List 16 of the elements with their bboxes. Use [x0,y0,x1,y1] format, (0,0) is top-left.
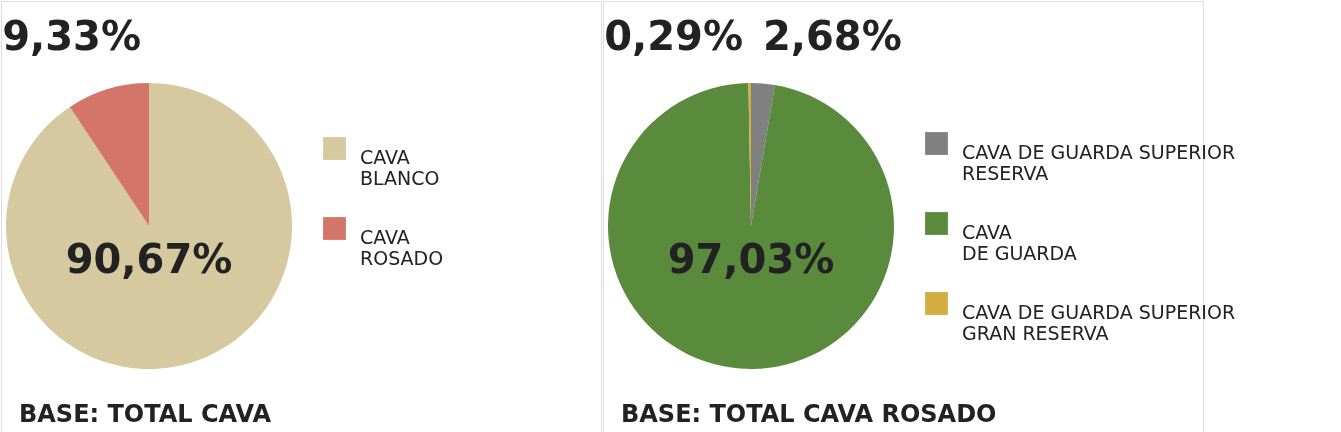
text: BASE: TOTAL CAVA ROSADO [621,400,997,428]
pie-slice [608,83,894,369]
legend-label: CAVA BLANCO [360,145,440,189]
pie-slice [751,83,775,226]
data-label: 90,67% [65,236,233,282]
legend-label: CAVA DE GUARDA SUPERIOR RESERVA [962,140,1236,184]
legend-label: CAVA DE GUARDA [962,220,1077,264]
data-label: 0,29% [604,13,743,59]
legend-label: CAVA DE GUARDA SUPERIOR GRAN RESERVA [962,300,1236,344]
data-label: 9,33% [2,13,141,59]
data-label: 2,68% [763,13,902,59]
pie-slice [69,83,149,226]
data-label: 97,03% [667,236,835,282]
legend-label: CAVA ROSADO [360,225,444,269]
text: BASE: TOTAL CAVA [19,400,272,428]
pie-slice [6,83,292,369]
